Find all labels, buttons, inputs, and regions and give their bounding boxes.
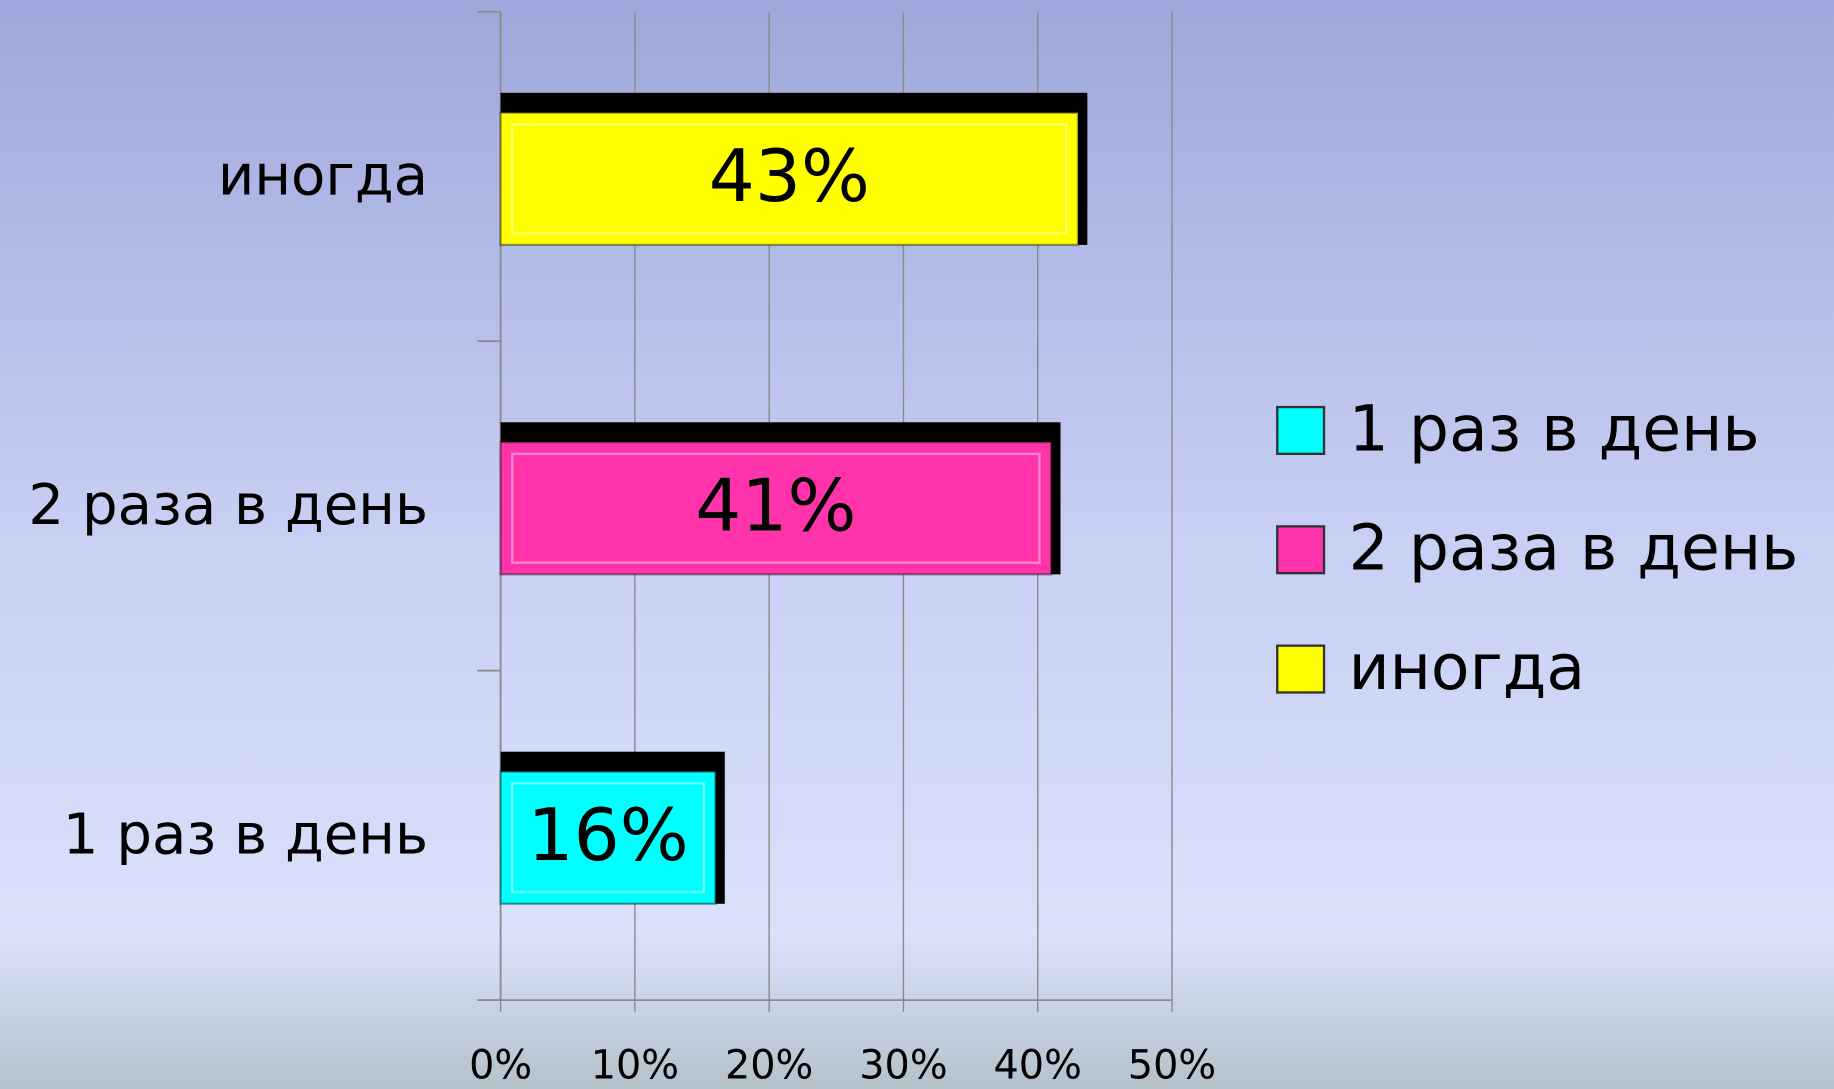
data-label: 41% bbox=[695, 465, 856, 549]
legend-label: иногда bbox=[1349, 630, 1586, 704]
bar bbox=[499, 440, 1053, 576]
bar-bevel bbox=[511, 452, 1041, 564]
x-tick-label: 10% bbox=[591, 1042, 679, 1088]
data-label: 43% bbox=[709, 135, 870, 219]
legend-swatch bbox=[1276, 644, 1326, 694]
legend-label: 1 раз в день bbox=[1349, 391, 1760, 465]
y-tick-label: иногда bbox=[218, 143, 428, 208]
x-tick-label: 50% bbox=[1128, 1042, 1216, 1088]
x-tick-label: 0% bbox=[469, 1042, 532, 1088]
legend-swatch bbox=[1276, 525, 1326, 575]
bar-bevel bbox=[511, 123, 1068, 235]
y-tick-label: 1 раз в день bbox=[63, 802, 428, 867]
y-tick-label: 2 раза в день bbox=[28, 473, 428, 538]
legend-label: 2 раза в день bbox=[1349, 511, 1799, 585]
x-tick-label: 40% bbox=[994, 1042, 1082, 1088]
x-tick-label: 20% bbox=[725, 1042, 813, 1088]
bar-bevel bbox=[511, 782, 705, 894]
legend-swatch bbox=[1276, 405, 1326, 456]
bar bbox=[499, 111, 1080, 247]
x-tick-label: 30% bbox=[859, 1042, 947, 1088]
bar bbox=[499, 770, 717, 905]
data-label: 16% bbox=[527, 794, 688, 878]
